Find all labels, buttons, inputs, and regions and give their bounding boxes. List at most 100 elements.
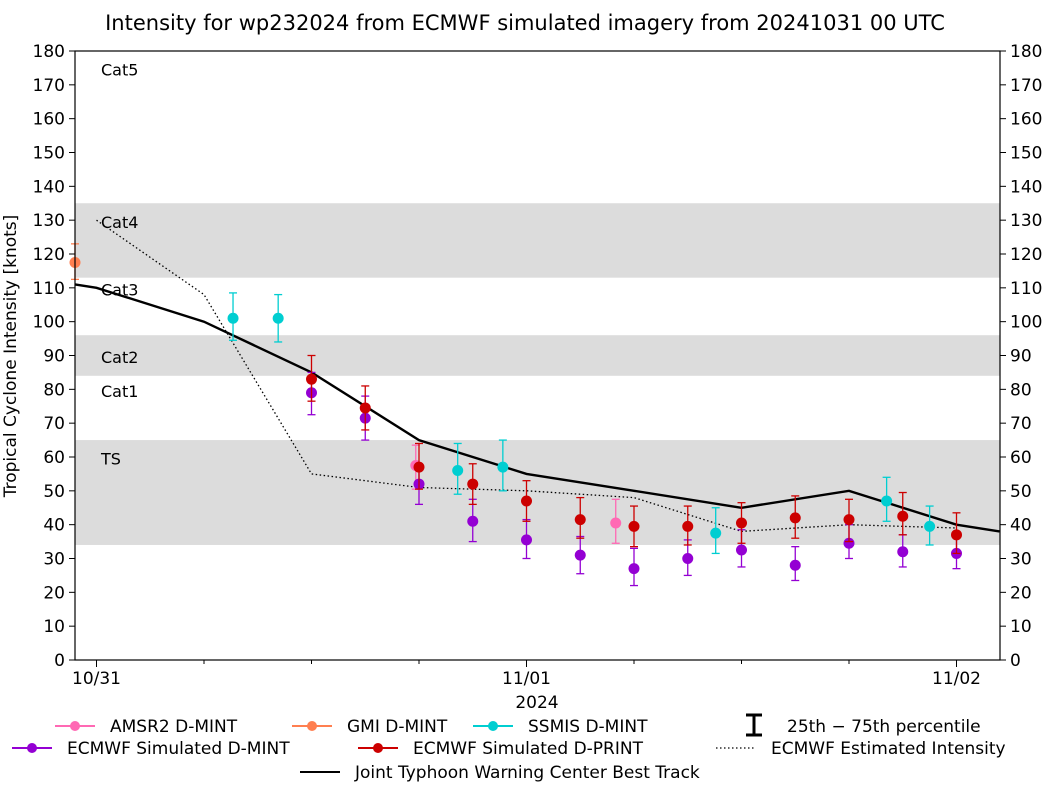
y-tick-label-right: 150: [1010, 144, 1042, 164]
marker: [897, 546, 909, 558]
marker: [359, 402, 371, 414]
legend-label: Joint Typhoon Warning Center Best Track: [354, 763, 700, 783]
chart-title: Intensity for wp232024 from ECMWF simula…: [105, 11, 945, 35]
ecmwf-simulated-d-print-point-9: [789, 495, 801, 539]
marker: [736, 517, 747, 529]
category-label-cat2: Cat2: [101, 348, 138, 367]
y-tick-label-left: 180: [33, 42, 65, 62]
marker: [628, 520, 640, 532]
y-tick-label-left: 90: [43, 347, 65, 367]
y-tick-label-right: 140: [1010, 177, 1042, 197]
y-tick-label-left: 20: [43, 583, 65, 603]
marker: [521, 534, 532, 546]
legend-label: AMSR2 D-MINT: [110, 717, 238, 737]
chart-legend: AMSR2 D-MINT GMI D-MINT SSMIS D-MINTECMWF …: [12, 713, 1006, 783]
legend-label: ECMWF Estimated Intensity: [771, 739, 1006, 759]
ecmwf-simulated-d-print-point-5: [574, 496, 586, 539]
marker: [789, 512, 801, 524]
intensity-band-0: [75, 440, 1000, 545]
legend-marker: [307, 721, 317, 731]
y-tick-label-right: 100: [1010, 313, 1042, 333]
legend-marker: [488, 721, 498, 731]
marker: [227, 312, 239, 324]
category-labels: TS Cat1 Cat2 Cat3 Cat4 Cat5: [100, 61, 138, 469]
y-tick-label-right: 50: [1010, 482, 1032, 502]
marker: [924, 520, 936, 532]
category-label-cat5: Cat5: [101, 61, 138, 80]
estimated-intensity-line: [96, 219, 957, 533]
y-tick-label-left: 70: [43, 414, 65, 434]
ecmwf-simulated-d-print-point-2: [413, 442, 425, 490]
marker: [843, 537, 855, 549]
ssmis-d-mint-point-0: [227, 292, 239, 341]
ecmwf-simulated-d-mint-point-6: [628, 547, 640, 587]
marker: [497, 461, 509, 473]
y-tick-label-left: 100: [33, 313, 65, 333]
y-tick-label-left: 30: [43, 550, 65, 570]
ecmwf-simulated-d-print-point-8: [736, 502, 747, 544]
x-tick-label: 10/31: [72, 669, 121, 689]
y-tick-label-right: 170: [1010, 76, 1042, 96]
y-tick-label-right: 180: [1010, 42, 1042, 62]
legend-label: ECMWF Simulated D-PRINT: [413, 739, 644, 759]
y-tick-label-left: 10: [43, 617, 65, 637]
marker: [897, 510, 909, 522]
amsr2-d-mint-point-1: [610, 498, 622, 544]
intensity-bands: [75, 203, 1000, 545]
ecmwf-simulated-d-print-point-4: [521, 480, 532, 522]
ecmwf-simulated-d-print-point-11: [897, 491, 909, 536]
ssmis-d-mint-point-1: [272, 293, 284, 343]
marker: [413, 461, 425, 473]
category-label-cat3: Cat3: [101, 281, 138, 300]
ssmis-d-mint-point-2: [452, 442, 464, 495]
legend-entry-ecmwf-estimated-intensity: ECMWF Estimated Intensity: [716, 739, 1006, 759]
legend-label: GMI D-MINT: [347, 717, 448, 737]
y-tick-label-right: 30: [1010, 550, 1032, 570]
y-tick-label-right: 20: [1010, 583, 1032, 603]
ecmwf-simulated-d-print-point-7: [682, 505, 694, 546]
y-tick-label-right: 90: [1010, 347, 1032, 367]
category-label-ts: TS: [100, 450, 121, 469]
legend-marker: [70, 721, 80, 731]
marker: [710, 527, 722, 539]
ecmwf-simulated-d-print-point-3: [467, 463, 479, 506]
y-tick-label-left: 80: [43, 380, 65, 400]
marker: [521, 495, 532, 507]
marker: [843, 514, 855, 526]
ssmis-d-mint-point-6: [924, 505, 936, 546]
marker: [574, 514, 586, 526]
legend-entry-ecmwf-simulated-d-print: ECMWF Simulated D-PRINT: [358, 739, 644, 759]
ecmwf-simulated-d-print-point-1: [359, 385, 371, 431]
marker: [682, 520, 694, 532]
legend-entry-gmi-d-mint: GMI D-MINT: [292, 717, 448, 737]
y-tick-label-right: 160: [1010, 110, 1042, 130]
y-tick-label-left: 140: [33, 177, 65, 197]
ecmwf-simulated-d-print-point-0: [306, 354, 317, 402]
ssmis-d-mint-point-4: [710, 507, 722, 555]
y-tick-label-right: 0: [1010, 651, 1021, 671]
legend-entry-amsr2-d-mint: AMSR2 D-MINT: [55, 717, 238, 737]
marker: [628, 563, 640, 575]
marker: [951, 529, 962, 541]
y-tick-label-left: 110: [33, 279, 65, 299]
legend-label-percentile: 25th − 75th percentile: [787, 717, 981, 737]
y-tick-label-right: 80: [1010, 380, 1032, 400]
y-tick-label-right: 60: [1010, 448, 1032, 468]
y-tick-label-left: 50: [43, 482, 65, 502]
category-label-cat4: Cat4: [101, 213, 138, 232]
y-tick-label-left: 60: [43, 448, 65, 468]
legend-entry-ssmis-d-mint: SSMIS D-MINT: [473, 717, 648, 737]
marker: [574, 549, 586, 561]
x-tick-label: 11/01: [502, 669, 551, 689]
y-tick-label-left: 130: [33, 211, 65, 231]
y-tick-label-left: 150: [33, 144, 65, 164]
y-tick-label-right: 10: [1010, 617, 1032, 637]
legend-entry-percentile: 25th − 75th percentile: [746, 713, 981, 737]
ecmwf-simulated-d-print-point-6: [628, 505, 640, 548]
y-tick-label-right: 110: [1010, 279, 1042, 299]
marker: [682, 553, 694, 564]
ecmwf-simulated-d-mint-point-4: [521, 518, 532, 560]
y-tick-label-right: 40: [1010, 516, 1032, 536]
marker: [452, 465, 464, 477]
